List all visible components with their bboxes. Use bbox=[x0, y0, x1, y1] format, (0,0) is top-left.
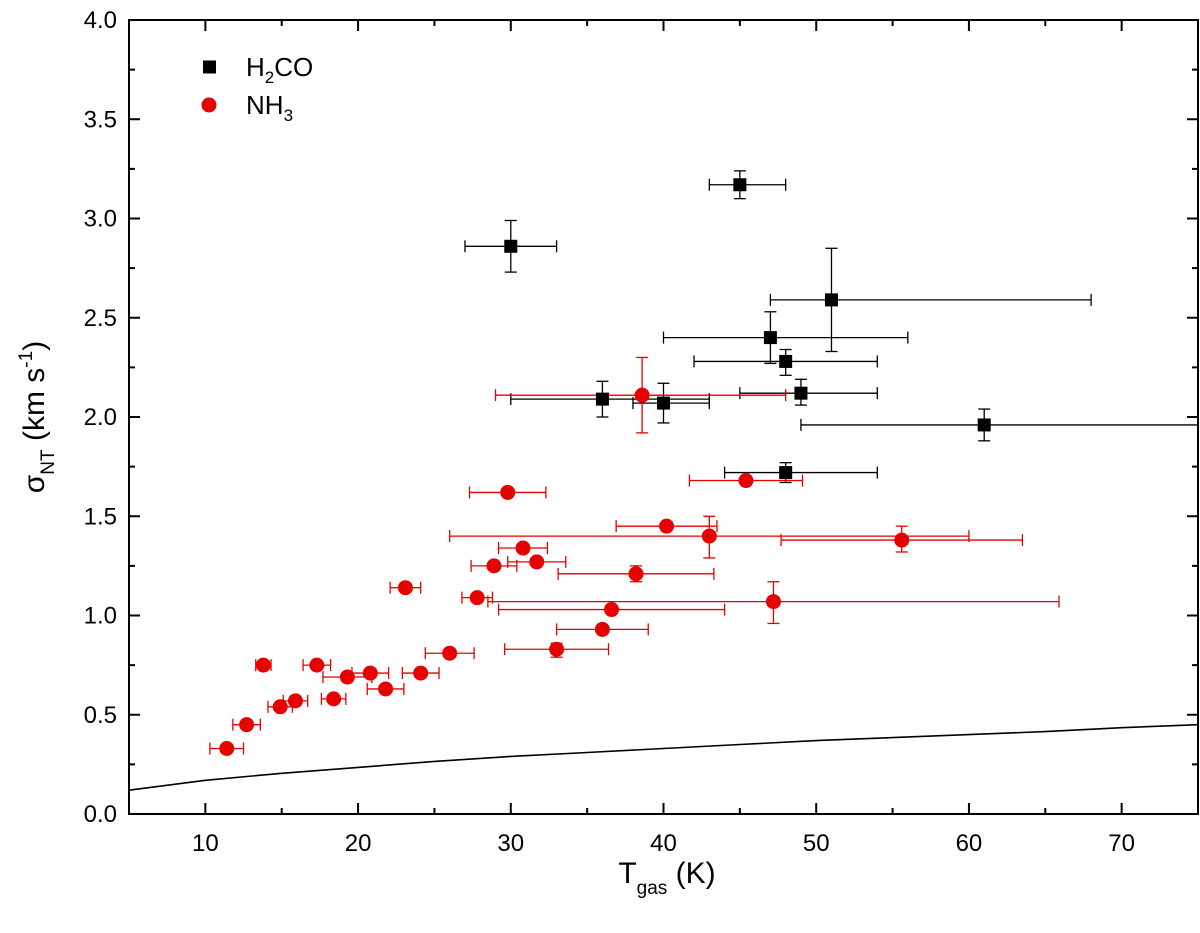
nh3-point bbox=[239, 717, 255, 733]
nh3-point bbox=[378, 681, 394, 697]
nh3-point bbox=[413, 665, 429, 681]
y-axis-title-sub: NT bbox=[38, 449, 59, 475]
x-tick-label: 30 bbox=[497, 830, 524, 857]
nh3-point bbox=[469, 590, 485, 606]
x-axis-title-sub: gas bbox=[637, 878, 668, 899]
x-axis-title-unit: (K) bbox=[667, 857, 715, 890]
nh3-point bbox=[326, 691, 342, 707]
legend-label: H2CO bbox=[246, 52, 313, 87]
x-tick-label: 60 bbox=[956, 830, 983, 857]
data-markers bbox=[219, 178, 991, 756]
nh3-point bbox=[634, 387, 650, 403]
legend-marker-circle bbox=[201, 97, 217, 113]
x-tick-label: 10 bbox=[192, 830, 219, 857]
y-axis-title: σNT (km s-1) bbox=[16, 341, 59, 493]
legend-label: NH3 bbox=[246, 90, 293, 125]
nh3-point bbox=[219, 740, 235, 756]
nh3-point bbox=[529, 554, 545, 570]
y-axis-title-sup: -1 bbox=[16, 351, 37, 368]
nh3-point bbox=[272, 699, 288, 715]
h2co-point bbox=[657, 396, 670, 410]
y-axis-title-main: σ bbox=[18, 474, 51, 493]
legend-label-main: NH bbox=[246, 90, 284, 120]
x-axis-title: Tgas (K) bbox=[618, 857, 715, 899]
axis-titles: Tgas (K) σNT (km s-1) bbox=[16, 341, 716, 899]
legend-label-sub: 3 bbox=[284, 106, 293, 125]
nh3-point bbox=[659, 518, 675, 534]
x-axis-title-main: T bbox=[618, 857, 636, 890]
legend-marker-square bbox=[203, 60, 216, 74]
nh3-point bbox=[549, 641, 565, 657]
h2co-point bbox=[779, 354, 793, 368]
y-tick-label: 1.0 bbox=[84, 603, 117, 630]
nh3-point bbox=[594, 621, 610, 637]
h2co-point bbox=[779, 466, 793, 480]
legend-label-rest: CO bbox=[274, 52, 313, 82]
nh3-point bbox=[500, 484, 516, 500]
y-tick-label: 2.5 bbox=[84, 305, 117, 332]
nh3-point bbox=[486, 558, 502, 574]
axis-ticks: 10 20 30 40 50 60 70 0.0 0.5 1.0 1.5 2.0 2.5 3.0 3.5 4.… bbox=[84, 7, 1199, 857]
y-tick-label: 3.5 bbox=[84, 106, 117, 133]
h2co-point bbox=[595, 392, 609, 406]
y-tick-label: 0.5 bbox=[84, 702, 117, 729]
nh3-point bbox=[339, 669, 355, 685]
h2co-point bbox=[733, 178, 747, 192]
y-tick-label: 0.0 bbox=[84, 801, 117, 828]
x-tick-label: 70 bbox=[1108, 830, 1135, 857]
nh3-point bbox=[362, 665, 378, 681]
x-tick-label: 40 bbox=[650, 830, 677, 857]
legend-label-sub: 2 bbox=[265, 68, 274, 87]
nh3-point bbox=[738, 473, 754, 489]
y-tick-label: 2.0 bbox=[84, 404, 117, 431]
nh3-point bbox=[287, 693, 303, 709]
y-tick-label: 1.5 bbox=[84, 503, 117, 530]
nh3-point bbox=[894, 532, 910, 548]
nh3-point bbox=[628, 566, 644, 582]
y-axis-title-close: ) bbox=[18, 341, 51, 351]
nh3-point bbox=[309, 657, 325, 673]
thermal-curve-line bbox=[128, 723, 1199, 791]
h2co-point bbox=[794, 386, 808, 400]
nh3-point bbox=[255, 657, 271, 673]
h2co-point bbox=[824, 293, 838, 307]
nh3-point bbox=[397, 580, 413, 596]
h2co-point bbox=[504, 239, 518, 253]
thermal-curve bbox=[128, 723, 1199, 791]
nh3-point bbox=[701, 528, 717, 544]
legend-label-main: H bbox=[246, 52, 265, 82]
nh3-point bbox=[765, 594, 781, 610]
h2co-point bbox=[977, 418, 991, 432]
x-tick-label: 50 bbox=[803, 830, 830, 857]
error-bars bbox=[209, 170, 1199, 755]
y-axis-title-unit: (km s bbox=[18, 368, 51, 450]
nh3-point bbox=[604, 602, 620, 618]
y-tick-label: 4.0 bbox=[84, 7, 117, 34]
h2co-point bbox=[763, 331, 777, 345]
nh3-point bbox=[515, 540, 531, 556]
y-tick-label: 3.0 bbox=[84, 206, 117, 233]
x-tick-label: 20 bbox=[345, 830, 372, 857]
nh3-point bbox=[442, 645, 458, 661]
